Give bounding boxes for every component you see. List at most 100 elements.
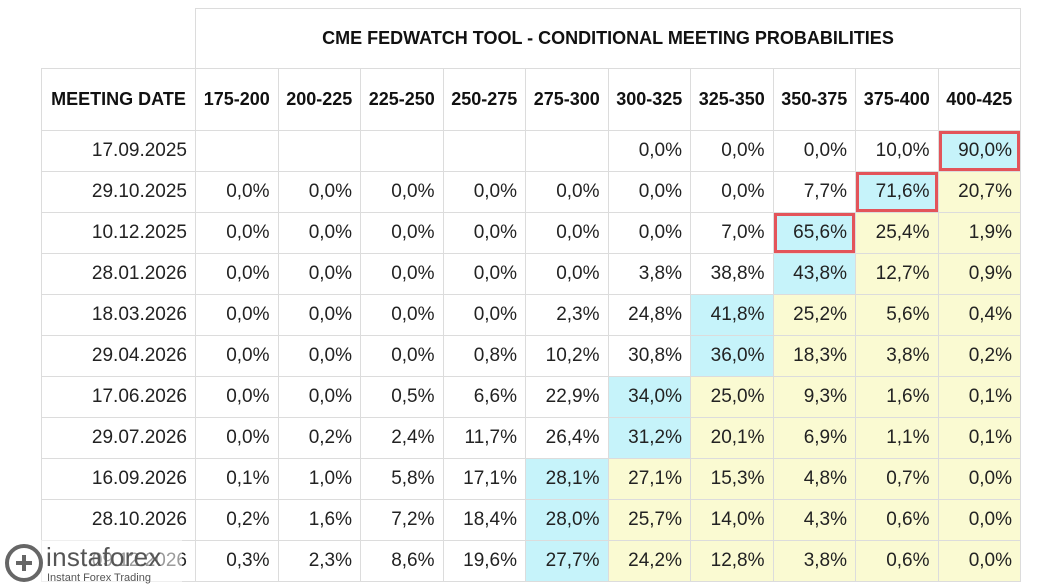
probability-cell: 6,9% (772, 417, 856, 459)
probability-cell: 65,6% (772, 212, 856, 254)
probability-cell: 19,6% (442, 540, 526, 582)
probability-cell (195, 130, 279, 172)
probability-cell: 12,7% (855, 253, 939, 295)
data-row: 17.06.2026 0,0% 0,0% 0,5% 6,6% 22,9% 34,0% 25,0… (41, 376, 1021, 418)
probability-cell: 0,0% (937, 499, 1021, 541)
probability-cell: 0,0% (690, 171, 774, 213)
probability-cell: 0,0% (195, 417, 279, 459)
probability-cell: 4,8% (772, 458, 856, 500)
probability-cell: 0,0% (195, 253, 279, 295)
probability-cell: 0,1% (937, 417, 1021, 459)
watermark-tagline: Instant Forex Trading (47, 572, 151, 584)
probability-cell: 34,0% (607, 376, 691, 418)
probability-cell: 0,0% (607, 212, 691, 254)
data-row: 17.09.2025 0,0% 0,0% 0,0% 10,0% 90,0% (41, 130, 1021, 172)
probability-cell: 0,6% (855, 540, 939, 582)
meeting-date: 28.10.2026 (41, 499, 196, 541)
probability-cell: 25,7% (607, 499, 691, 541)
probability-cell: 0,0% (360, 171, 444, 213)
rate-range: 300-325 (607, 68, 691, 131)
probability-cell: 0,9% (937, 253, 1021, 295)
probability-cell: 0,0% (360, 335, 444, 377)
probability-cell: 41,8% (690, 294, 774, 336)
meeting-date: 17.06.2026 (41, 376, 196, 418)
probability-cell: 0,3% (195, 540, 279, 582)
probability-cell: 0,0% (525, 212, 609, 254)
probability-cell: 20,7% (937, 171, 1021, 213)
probability-cell: 6,6% (442, 376, 526, 418)
probability-cell: 0,0% (442, 171, 526, 213)
rate-range: 275-300 (525, 68, 609, 131)
corner (41, 8, 196, 69)
probability-cell: 27,7% (525, 540, 609, 582)
probability-cell: 0,0% (195, 335, 279, 377)
probability-cell: 0,0% (360, 294, 444, 336)
probability-cell (525, 130, 609, 172)
probability-cell: 20,1% (690, 417, 774, 459)
probability-cell: 24,2% (607, 540, 691, 582)
probability-cell: 0,5% (360, 376, 444, 418)
probability-cell: 12,8% (690, 540, 774, 582)
probability-cell: 0,0% (607, 171, 691, 213)
probability-cell: 3,8% (607, 253, 691, 295)
meeting-date: 10.12.2025 (41, 212, 196, 254)
probability-cell: 26,4% (525, 417, 609, 459)
rate-range: 225-250 (360, 68, 444, 131)
probability-cell: 0,0% (442, 294, 526, 336)
table-title: CME FEDWATCH TOOL - CONDITIONAL MEETING … (195, 8, 1021, 69)
probability-cell: 8,6% (360, 540, 444, 582)
probability-cell: 18,4% (442, 499, 526, 541)
probability-cell: 7,7% (772, 171, 856, 213)
probability-table: CME FEDWATCH TOOL - CONDITIONAL MEETING … (41, 8, 1021, 582)
probability-cell: 0,0% (277, 376, 361, 418)
probability-cell: 0,0% (277, 212, 361, 254)
watermark: instaforex Instant Forex Trading (0, 540, 182, 586)
probability-cell: 7,2% (360, 499, 444, 541)
rate-range: 250-275 (442, 68, 526, 131)
probability-cell: 0,0% (195, 212, 279, 254)
title-row: CME FEDWATCH TOOL - CONDITIONAL MEETING … (41, 8, 1021, 69)
meeting-date: 18.03.2026 (41, 294, 196, 336)
probability-cell: 0,0% (442, 253, 526, 295)
probability-cell: 7,0% (690, 212, 774, 254)
probability-cell: 0,7% (855, 458, 939, 500)
probability-cell: 38,8% (690, 253, 774, 295)
probability-cell: 0,0% (607, 130, 691, 172)
probability-cell: 0,0% (195, 376, 279, 418)
probability-cell: 0,1% (195, 458, 279, 500)
probability-cell: 3,8% (855, 335, 939, 377)
probability-cell: 4,3% (772, 499, 856, 541)
probability-cell: 1,0% (277, 458, 361, 500)
watermark-brand: instaforex (46, 542, 162, 572)
data-row: 16.09.2026 0,1% 1,0% 5,8% 17,1% 28,1% 27,1% 15,… (41, 458, 1021, 500)
table-wrap: CME FEDWATCH TOOL - CONDITIONAL MEETING … (41, 8, 1021, 582)
data-row: 18.03.2026 0,0% 0,0% 0,0% 0,0% 2,3% 24,8% 41,8%… (41, 294, 1021, 336)
rate-range: 325-350 (690, 68, 774, 131)
probability-cell: 0,0% (277, 171, 361, 213)
probability-cell: 36,0% (690, 335, 774, 377)
probability-cell: 0,0% (195, 294, 279, 336)
probability-cell: 10,0% (855, 130, 939, 172)
probability-cell: 2,3% (277, 540, 361, 582)
probability-cell: 0,0% (277, 253, 361, 295)
rate-range: 200-225 (277, 68, 361, 131)
probability-cell: 28,1% (525, 458, 609, 500)
probability-cell: 2,3% (525, 294, 609, 336)
probability-cell: 0,0% (195, 171, 279, 213)
probability-cell: 25,2% (772, 294, 856, 336)
header-row: MEETING DATE 175-200 200-225 225-250 250-275… (41, 68, 1021, 131)
rate-range: 175-200 (195, 68, 279, 131)
probability-cell: 17,1% (442, 458, 526, 500)
meeting-date: 28.01.2026 (41, 253, 196, 295)
probability-cell: 90,0% (937, 130, 1021, 172)
probability-cell: 25,0% (690, 376, 774, 418)
probability-cell: 0,8% (442, 335, 526, 377)
meeting-date: 17.09.2025 (41, 130, 196, 172)
rate-range: 375-400 (855, 68, 939, 131)
probability-cell: 5,8% (360, 458, 444, 500)
probability-cell: 0,6% (855, 499, 939, 541)
data-row: 29.10.2025 0,0% 0,0% 0,0% 0,0% 0,0% 0,0% 0,0% 7,… (41, 171, 1021, 213)
probability-cell: 0,1% (937, 376, 1021, 418)
probability-cell: 0,4% (937, 294, 1021, 336)
